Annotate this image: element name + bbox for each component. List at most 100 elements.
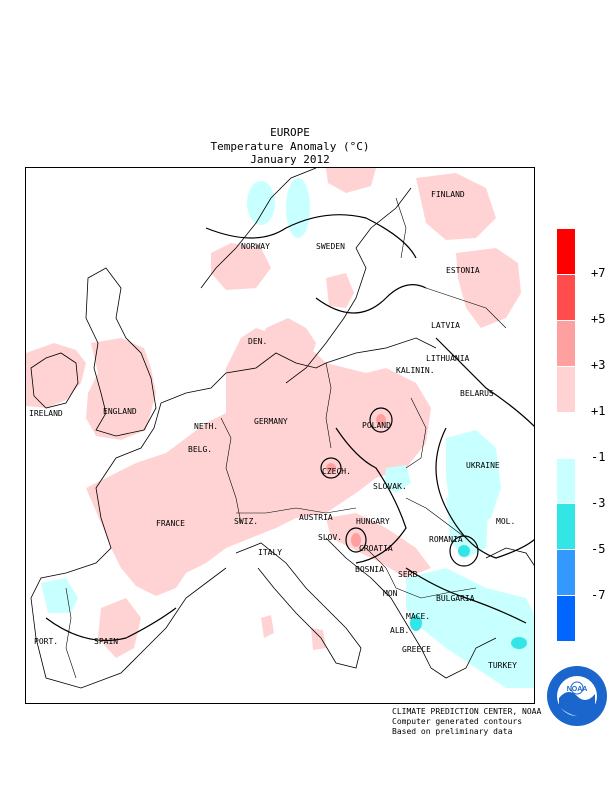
credit-line-2: Computer generated contours [392,717,523,726]
contour-ukraine [435,427,534,559]
warm-area-sweden-small [326,273,354,308]
label-turkey: TURKEY [488,661,517,670]
coastlines [30,168,534,689]
warm-area-corsica [261,615,274,638]
noaa-logo-wave [559,691,595,717]
label-alb: ALB. [390,626,410,635]
warm-area-baltics [456,248,521,328]
legend-label-p3: +3 [591,358,606,372]
legend-label-p5: +5 [591,312,606,326]
legend-bin-1to3 [557,365,575,412]
contour-east [435,337,534,427]
label-ukraine: UKRAINE [466,461,500,470]
label-belarus: BELARUS [460,389,494,398]
label-mon: MON [383,589,398,598]
legend-bin-5to7 [557,273,575,320]
border-pl-ua [405,397,427,469]
anomaly-map-svg [26,168,534,689]
noaa-logo-bird [570,681,584,695]
cold-area-romania [446,493,488,558]
border-fr-de [220,417,242,524]
map-period-title: January 2012 [250,153,330,166]
label-switz: SWIZ. [234,517,259,526]
legend-bin-m5tom3 [557,503,575,550]
credit-line-3: Based on preliminary data [392,727,513,736]
cold-cell-romania [458,545,470,557]
border-es-pt [65,587,77,679]
border-de-pl [325,362,332,449]
cold-strong-areas [410,545,527,649]
label-poland: POLAND [362,421,391,430]
cold-cell-balkans [410,615,422,631]
label-croatia: CROATIA [359,544,393,553]
anomaly-map: FINLAND NORWAY SWEDEN ESTONIA LATVIA DEN… [25,167,535,704]
cold-area-norway-north [247,181,275,225]
contour-scandinavia [315,284,427,314]
warm-area-norway [211,243,271,290]
coast-france-spain [30,402,227,689]
contour-ring-czech [320,457,342,479]
label-estonia: ESTONIA [446,266,480,275]
label-czech: CZECH. [322,467,351,476]
contour-north [205,214,417,259]
border-hu-ro [405,497,467,539]
color-legend-bar [557,228,575,642]
warm-area-sardinia [311,628,326,650]
warm-anomaly-areas [26,168,521,658]
warm-area-scandinavia-south [236,318,316,383]
label-romania: ROMANIA [429,535,463,544]
label-austria: AUSTRIA [299,513,333,522]
contour-ring-poland [369,407,393,433]
label-spain: SPAIN [94,637,119,646]
contour-iberia [45,607,177,641]
label-neth: NETH. [194,422,219,431]
coast-continent-north [160,337,437,404]
cold-cell-turkey [511,637,527,649]
label-latvia: LATVIA [431,321,460,330]
cold-area-bulgaria-greece [406,568,534,688]
legend-bin-m1to1 [557,411,575,458]
label-slovak: SLOVAK. [373,482,407,491]
label-germany: GERMANY [254,417,288,426]
warm-area-spain [98,598,141,658]
border-fi-se [395,197,407,259]
coast-ireland [30,352,79,409]
label-lithuania: LITHUANIA [426,354,470,363]
label-finland: FINLAND [431,190,465,199]
warm-cell-croatia [351,533,361,547]
label-italy: ITALY [258,548,283,557]
country-borders [65,197,507,679]
legend-label-m1: -1 [591,450,606,464]
cold-area-sweden-north [286,178,310,238]
legend-label-p7: +7 [591,266,606,280]
noaa-logo: NOAA [547,666,607,726]
label-mol: MOL. [496,517,516,526]
label-slov: SLOV. [318,533,343,542]
legend-bin-3to5 [557,319,575,366]
coast-britain [85,267,157,437]
border-alps [236,507,357,514]
legend-label-m3: -3 [591,496,606,510]
label-hungary: HUNGARY [356,517,390,526]
label-greece: GREECE [402,645,431,654]
warm-area-finland [416,173,496,240]
warm-area-central [86,328,431,596]
coast-adriatic-greece [325,537,497,679]
label-bulgaria: BULGARIA [436,594,475,603]
label-bosnia: BOSNIA [355,565,384,574]
label-serb: SERB. [398,570,423,579]
map-region-title: EUROPE [270,126,310,139]
warm-strong-areas [326,414,386,547]
contour-lines [45,214,534,641]
legend-bin-ltm7 [557,595,575,642]
contour-ring-romania [449,535,479,567]
label-france: FRANCE [156,519,185,528]
coast-italy [235,542,362,669]
contour-ring-croatia [345,527,367,553]
label-port: PORT. [34,637,59,646]
warm-cell-poland [376,414,386,426]
noaa-logo-text: NOAA [567,686,588,693]
cold-anomaly-areas [41,178,534,688]
warm-cell-czech [326,463,336,473]
label-mace: MACE. [406,612,431,621]
